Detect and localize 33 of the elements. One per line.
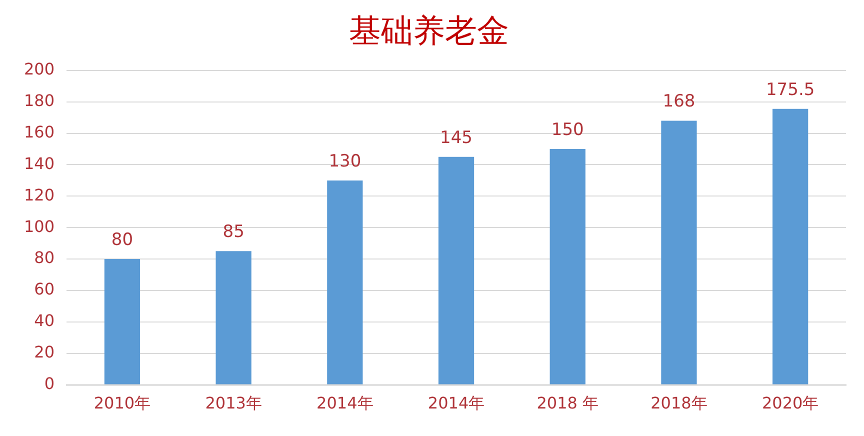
x-tick-label: 2018年 — [650, 394, 708, 413]
data-label: 80 — [111, 230, 134, 250]
y-tick-label: 200 — [24, 60, 55, 79]
x-tick-label: 2020年 — [762, 394, 819, 413]
y-tick-label: 80 — [34, 248, 55, 268]
data-label: 168 — [662, 92, 696, 112]
x-tick-label: 2010年 — [94, 394, 151, 413]
chart-title: 基础养老金 — [349, 12, 509, 50]
data-label: 130 — [328, 151, 362, 172]
data-label: 175.5 — [766, 80, 815, 100]
y-tick-label: 120 — [24, 185, 55, 204]
bar — [216, 251, 252, 384]
bar — [550, 149, 586, 384]
data-label: 145 — [440, 128, 472, 148]
y-tick-label: 160 — [24, 122, 55, 142]
bar — [661, 120, 697, 384]
bar — [104, 259, 140, 384]
y-tick-label: 40 — [34, 311, 55, 330]
x-tick-label: 2013年 — [205, 394, 262, 413]
data-label: 150 — [551, 120, 584, 140]
bar — [772, 108, 808, 384]
data-label: 85 — [222, 222, 244, 242]
x-tick-label: 2018 年 — [536, 394, 599, 413]
bar — [327, 180, 363, 384]
y-tick-label: 180 — [24, 90, 55, 110]
y-tick-label: 60 — [34, 280, 55, 299]
y-tick-label: 140 — [24, 154, 55, 173]
x-tick-label: 2014年 — [428, 394, 485, 413]
x-tick-label: 2014年 — [316, 394, 374, 413]
y-tick-label: 0 — [44, 374, 55, 393]
y-tick-label: 100 — [24, 216, 55, 236]
bar — [438, 156, 474, 384]
y-tick-label: 20 — [34, 342, 55, 362]
